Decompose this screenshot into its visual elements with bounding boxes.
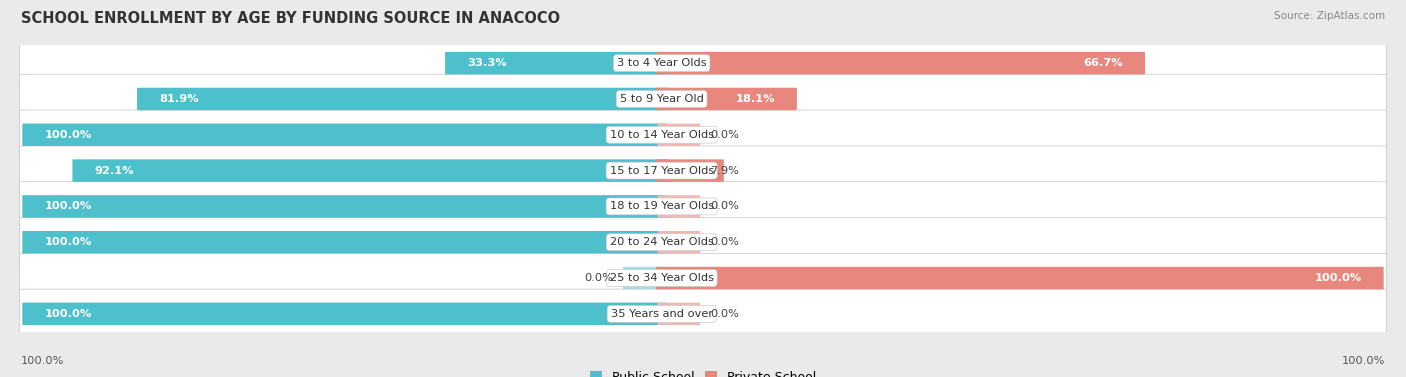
- Text: 100.0%: 100.0%: [21, 356, 65, 366]
- Text: 7.9%: 7.9%: [710, 166, 738, 176]
- Text: 0.0%: 0.0%: [710, 237, 738, 247]
- Text: 25 to 34 Year Olds: 25 to 34 Year Olds: [610, 273, 714, 283]
- Text: 10 to 14 Year Olds: 10 to 14 Year Olds: [610, 130, 714, 140]
- FancyBboxPatch shape: [657, 267, 1384, 289]
- FancyBboxPatch shape: [20, 74, 1386, 124]
- FancyBboxPatch shape: [446, 52, 668, 74]
- FancyBboxPatch shape: [657, 52, 1144, 74]
- FancyBboxPatch shape: [22, 303, 668, 325]
- FancyBboxPatch shape: [623, 267, 666, 289]
- FancyBboxPatch shape: [20, 182, 1386, 231]
- Text: 35 Years and over: 35 Years and over: [610, 309, 713, 319]
- Text: 5 to 9 Year Old: 5 to 9 Year Old: [620, 94, 703, 104]
- Text: 0.0%: 0.0%: [710, 201, 738, 211]
- FancyBboxPatch shape: [658, 231, 700, 253]
- Text: 15 to 17 Year Olds: 15 to 17 Year Olds: [610, 166, 714, 176]
- Text: 18 to 19 Year Olds: 18 to 19 Year Olds: [610, 201, 714, 211]
- Text: 100.0%: 100.0%: [1341, 356, 1385, 366]
- Text: 100.0%: 100.0%: [1315, 273, 1361, 283]
- FancyBboxPatch shape: [658, 124, 700, 146]
- FancyBboxPatch shape: [657, 88, 797, 110]
- Text: 18.1%: 18.1%: [735, 94, 775, 104]
- Text: Source: ZipAtlas.com: Source: ZipAtlas.com: [1274, 11, 1385, 21]
- Text: 0.0%: 0.0%: [710, 130, 738, 140]
- Text: 100.0%: 100.0%: [45, 309, 91, 319]
- FancyBboxPatch shape: [20, 110, 1386, 159]
- Text: 100.0%: 100.0%: [45, 130, 91, 140]
- FancyBboxPatch shape: [657, 159, 724, 182]
- FancyBboxPatch shape: [22, 124, 668, 146]
- Text: 0.0%: 0.0%: [585, 273, 613, 283]
- Text: 66.7%: 66.7%: [1084, 58, 1123, 68]
- FancyBboxPatch shape: [136, 88, 668, 110]
- Text: SCHOOL ENROLLMENT BY AGE BY FUNDING SOURCE IN ANACOCO: SCHOOL ENROLLMENT BY AGE BY FUNDING SOUR…: [21, 11, 560, 26]
- FancyBboxPatch shape: [20, 218, 1386, 267]
- Text: 3 to 4 Year Olds: 3 to 4 Year Olds: [617, 58, 706, 68]
- FancyBboxPatch shape: [22, 195, 668, 218]
- Text: 100.0%: 100.0%: [45, 237, 91, 247]
- FancyBboxPatch shape: [20, 38, 1386, 88]
- Text: 100.0%: 100.0%: [45, 201, 91, 211]
- FancyBboxPatch shape: [22, 231, 668, 253]
- FancyBboxPatch shape: [72, 159, 668, 182]
- Text: 20 to 24 Year Olds: 20 to 24 Year Olds: [610, 237, 714, 247]
- Legend: Public School, Private School: Public School, Private School: [585, 366, 821, 377]
- Text: 92.1%: 92.1%: [94, 166, 134, 176]
- FancyBboxPatch shape: [20, 289, 1386, 339]
- FancyBboxPatch shape: [658, 195, 700, 218]
- FancyBboxPatch shape: [20, 146, 1386, 195]
- Text: 33.3%: 33.3%: [467, 58, 508, 68]
- Text: 81.9%: 81.9%: [159, 94, 198, 104]
- FancyBboxPatch shape: [20, 253, 1386, 303]
- FancyBboxPatch shape: [658, 303, 700, 325]
- Text: 0.0%: 0.0%: [710, 309, 738, 319]
